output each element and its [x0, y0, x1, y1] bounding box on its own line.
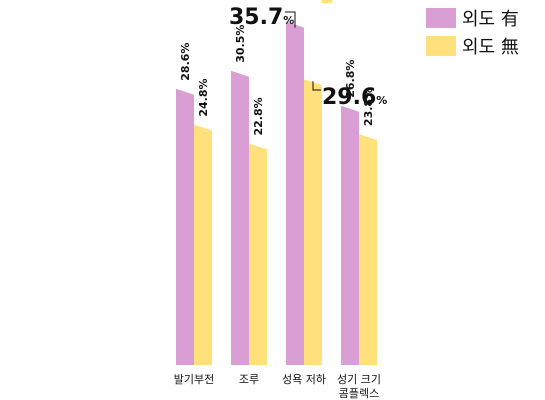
- value-label-affair-no-0: 24.8%: [197, 78, 210, 116]
- bar-affair-yes-2: [286, 21, 304, 365]
- value-label-affair-yes-0: 28.6%: [179, 43, 192, 81]
- bar-affair-no-0: [194, 124, 212, 365]
- leader-line-affair-no: [312, 81, 321, 91]
- legend-swatch-series-1: [426, 8, 456, 28]
- legend-label-series-1: 외도 有: [462, 9, 519, 30]
- legend-label-series-2: 외도 無: [462, 37, 519, 58]
- legend-swatch-series-2: [426, 36, 456, 56]
- value-label-affair-no-2: 29.6%: [322, 85, 387, 110]
- category-label-3-line-0: 성기 크기: [337, 373, 381, 386]
- value-label-affair-yes-2: 35.7%: [229, 5, 294, 30]
- legend-item-series-2: 외도 無: [426, 32, 541, 60]
- category-label-2: 성욕 저하: [282, 372, 326, 386]
- bar-affair-yes-3: [341, 105, 359, 366]
- category-label-1: 조루: [239, 373, 259, 386]
- bar-affair-no-2: [304, 79, 322, 365]
- category-label-3-line-1: 콤플렉스: [339, 387, 379, 400]
- legend: 외도 有 외도 無: [426, 4, 541, 60]
- bar-affair-no-1: [249, 143, 267, 365]
- value-label-affair-yes-3: 26.8%: [344, 60, 357, 98]
- bar-affair-yes-0: [176, 88, 194, 365]
- bar-affair-no-3: [359, 134, 377, 365]
- value-label-affair-yes-1: 30.5%: [234, 25, 247, 63]
- bar-affair-yes-1: [231, 70, 249, 366]
- legend-item-series-1: 외도 有: [426, 4, 541, 32]
- value-label-affair-no-3: 23.8%: [362, 88, 375, 126]
- leader-line-affair-yes: [285, 11, 296, 28]
- value-label-affair-no-1: 22.8%: [252, 97, 265, 135]
- cropped-mark: [322, 0, 332, 3]
- category-label-0: 발기부전: [174, 373, 214, 386]
